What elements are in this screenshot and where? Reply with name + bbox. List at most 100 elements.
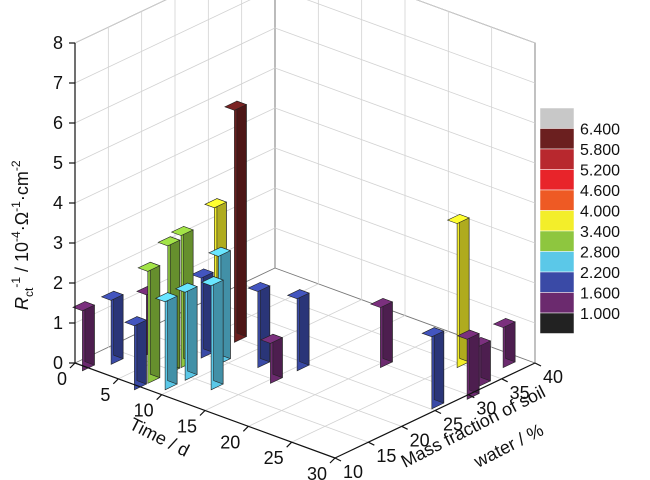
bar: [247, 281, 271, 369]
time-tick-label: 25: [264, 448, 284, 468]
legend-swatch: [539, 271, 575, 293]
bar-top-face: [137, 261, 161, 272]
bar: [124, 316, 148, 391]
bar-top-face: [224, 100, 248, 111]
bar-top-face: [200, 276, 224, 287]
legend-label: 3.400: [580, 224, 620, 241]
legend-label: 2.200: [580, 265, 620, 282]
bar-side-face: [299, 289, 310, 366]
chart-axes: 0 1 2 3 4 5 6 7 8 0 5 10 15 20 25 30 10 15 20 25 30 35 40: [53, 33, 563, 480]
bar-top-face: [446, 214, 470, 224]
bar: [421, 327, 445, 410]
time-tick-mark: [156, 394, 163, 401]
time-tick-mark: [199, 410, 206, 416]
z-tick-label: 6: [53, 113, 63, 133]
legend-swatch: [539, 230, 575, 252]
mass-tick-mark: [334, 457, 342, 462]
z-tick-label: 3: [53, 233, 63, 253]
time-tick-mark: [69, 362, 76, 369]
mass-tick-mark: [368, 441, 375, 446]
mass-tick-label: 15: [376, 446, 396, 466]
z-tick-label: 8: [53, 33, 63, 53]
bar-side-face: [259, 281, 271, 363]
legend-label: 6.400: [580, 122, 620, 139]
z-tick-label: 0: [53, 353, 63, 373]
bar-side-face: [213, 276, 224, 385]
legend-label: 4.000: [580, 204, 620, 221]
legend-label: 5.800: [580, 142, 620, 159]
time-tick-label: 5: [100, 385, 110, 405]
z-tick-label: 7: [53, 73, 63, 93]
bar-side-face: [382, 297, 393, 363]
bar: [446, 213, 470, 369]
bar-top-face: [170, 226, 194, 236]
legend-label: 5.200: [580, 163, 620, 180]
bar: [456, 329, 480, 400]
bar-top-face: [456, 329, 480, 340]
legend-swatch: [539, 292, 575, 314]
legend-swatch: [539, 189, 575, 211]
bar-top-face: [421, 327, 445, 338]
time-tick-label: 10: [134, 401, 154, 421]
bar-top-face: [100, 290, 124, 301]
legend-swatch: [539, 107, 575, 129]
bar-top-face: [204, 198, 228, 209]
bar-top-face: [286, 289, 310, 300]
bar-side-face: [433, 327, 445, 404]
z-tick-label: 5: [53, 153, 63, 173]
z-tick-label: 2: [53, 273, 63, 293]
legend: 6.400 5.800 5.200 4.600 4.000 3.400 2.800 2.200…: [539, 107, 620, 334]
z-axis-label: Rct-1 / 10-4·Ω-1·cm-2: [9, 160, 36, 310]
bar-side-face: [167, 292, 178, 385]
mass-tick-label: 10: [343, 462, 363, 480]
mass-tick-label: 20: [410, 430, 430, 450]
time-tick-mark: [286, 441, 293, 448]
time-tick-mark: [329, 457, 336, 464]
bar-side-face: [469, 329, 480, 395]
mass-tick-label: 25: [443, 415, 463, 435]
bar-top-face: [124, 316, 148, 327]
mass-tick-label: 40: [543, 367, 563, 387]
legend-swatch: [539, 210, 575, 232]
bar: [154, 292, 178, 391]
bar-side-face: [136, 316, 147, 385]
bar: [72, 301, 96, 372]
bar: [260, 333, 284, 384]
bar-side-face: [187, 282, 198, 376]
legend-swatch: [539, 312, 575, 334]
bar: [137, 261, 161, 384]
chart-bars: [72, 100, 516, 410]
bar-top-face: [260, 333, 284, 344]
bar-top-face: [157, 236, 181, 247]
bar: [492, 317, 516, 369]
time-tick-label: 30: [307, 464, 327, 480]
bar-side-face: [84, 301, 95, 366]
bar-side-face: [113, 290, 124, 360]
bar-top-face: [247, 282, 271, 292]
bar: [190, 268, 214, 359]
legend-label: 4.600: [580, 183, 620, 200]
bar: [200, 276, 224, 391]
bar-top-face: [174, 282, 198, 293]
time-tick-label: 15: [177, 417, 197, 437]
mass-tick-label: 35: [510, 383, 530, 403]
mass-tick-mark: [534, 362, 542, 367]
legend-swatch: [539, 169, 575, 191]
legend-label: 2.800: [580, 245, 620, 262]
legend-swatch: [539, 251, 575, 273]
mass-tick-mark: [501, 378, 508, 383]
bar-top-face: [208, 246, 232, 257]
bar: [370, 297, 394, 369]
legend-swatch: [539, 128, 575, 150]
time-tick-label: 0: [57, 369, 67, 389]
time-tick-label: 20: [220, 432, 240, 452]
bar: [174, 282, 198, 381]
mass-tick-mark: [434, 409, 442, 415]
bar-side-face: [149, 261, 161, 379]
mass-tick-mark: [468, 394, 475, 399]
z-tick-label: 1: [53, 313, 63, 333]
bar-top-face: [190, 268, 214, 279]
legend-swatch: [539, 148, 575, 170]
bar: [468, 336, 492, 388]
